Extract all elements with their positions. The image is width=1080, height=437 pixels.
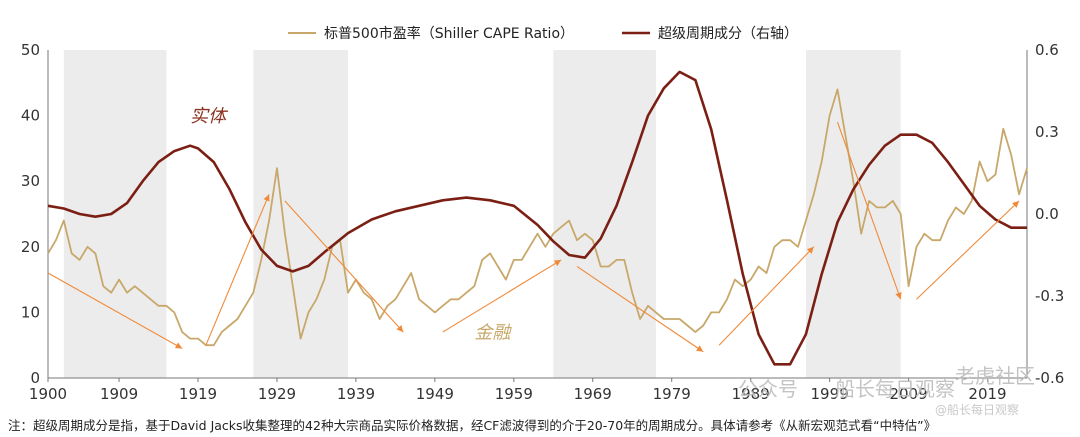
y-right-tick-label: 0.6: [1035, 41, 1059, 59]
y-left-tick-label: 20: [21, 238, 40, 256]
y-right-tick-label: 0.0: [1035, 205, 1059, 223]
x-tick-label: 1939: [337, 385, 375, 403]
x-tick-label: 1969: [574, 385, 612, 403]
y-right-tick-label: -0.6: [1035, 369, 1064, 387]
legend: 标普500市盈率（Shiller CAPE Ratio） 超级周期成分（右轴）: [288, 25, 798, 42]
trend-arrow: [443, 260, 561, 332]
y-left-tick-label: 50: [21, 41, 40, 59]
chart-annotation: 实体: [190, 106, 229, 127]
y-left-tick-label: 10: [21, 303, 40, 321]
x-tick-label: 1949: [416, 385, 454, 403]
chart-annotation: 金融: [474, 323, 512, 344]
watermark-account-label: 公众号: [738, 377, 798, 401]
y-right-tick-label: -0.3: [1035, 287, 1064, 305]
legend-label: 标普500市盈率（Shiller CAPE Ratio）: [324, 25, 574, 42]
footnote: 注：超级周期成分是指，基于David Jacks收集整理的42种大宗商品实际价格…: [8, 418, 936, 433]
trend-arrow: [916, 201, 1019, 299]
watermark-handle: @船长每日观察: [935, 402, 1019, 417]
x-tick-label: 1979: [653, 385, 691, 403]
shaded-period: [253, 50, 348, 378]
x-tick-label: 1929: [258, 385, 296, 403]
y-right-tick-label: 0.3: [1035, 123, 1059, 141]
watermark-account-name: 船长每日观察: [835, 377, 955, 401]
x-tick-label: 1909: [100, 385, 138, 403]
watermark-community: 老虎社区: [955, 364, 1035, 388]
x-tick-label: 1919: [179, 385, 217, 403]
x-tick-label: 1900: [29, 385, 67, 403]
legend-label: 超级周期成分（右轴）: [658, 26, 798, 42]
y-left-tick-label: 30: [21, 172, 40, 190]
x-tick-label: 1959: [495, 385, 533, 403]
trend-arrow: [719, 247, 814, 345]
y-left-tick-label: 40: [21, 107, 40, 125]
shaded-period: [806, 50, 901, 378]
shaded-period: [553, 50, 656, 378]
